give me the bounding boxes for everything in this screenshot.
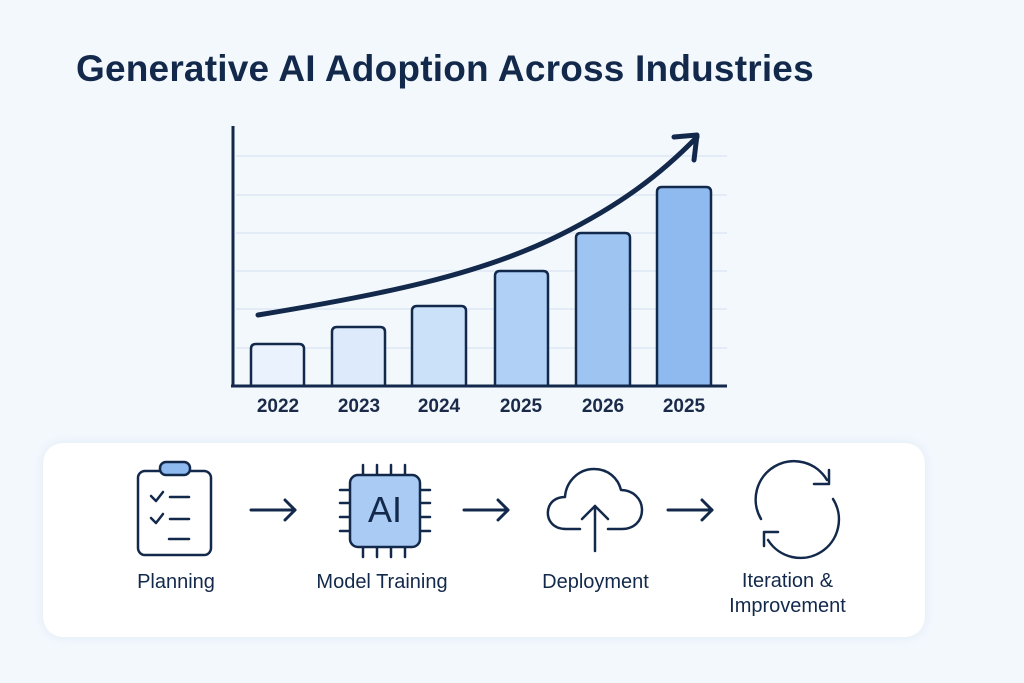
page-title: Generative AI Adoption Across Industries bbox=[76, 48, 814, 89]
ai-chip-icon bbox=[338, 463, 432, 559]
bar-2025b bbox=[655, 185, 713, 388]
step-label-model-training: Model Training bbox=[316, 571, 448, 593]
x-tick-label: 2025 bbox=[662, 396, 706, 417]
arrow-right-icon bbox=[462, 498, 510, 522]
arrow-right-icon bbox=[666, 498, 714, 522]
cloud-upload-icon bbox=[546, 467, 644, 553]
axes bbox=[231, 126, 727, 388]
adoption-bar-chart bbox=[231, 126, 727, 388]
bar-2026 bbox=[574, 231, 632, 388]
step-label-iteration: Iteration & Improvement bbox=[700, 569, 875, 619]
clipboard-checklist-icon bbox=[136, 460, 213, 557]
x-tick-label: 2026 bbox=[581, 396, 625, 417]
arrow-right-icon bbox=[249, 498, 297, 522]
gridlines bbox=[236, 155, 727, 349]
ai-chip-text: AI bbox=[367, 489, 402, 530]
bar-2023 bbox=[330, 325, 387, 388]
bar-2025 bbox=[493, 269, 550, 388]
x-tick-label: 2025 bbox=[499, 396, 543, 417]
x-tick-label: 2023 bbox=[337, 396, 381, 417]
trend-arrow-icon bbox=[255, 132, 700, 318]
step-label-deployment: Deployment bbox=[542, 571, 649, 593]
step-label-iteration-line2: Improvement bbox=[729, 595, 846, 617]
refresh-cycle-icon bbox=[754, 459, 841, 560]
step-label-iteration-line1: Iteration & bbox=[741, 570, 834, 592]
bar-2024 bbox=[410, 304, 468, 388]
x-tick-label: 2022 bbox=[256, 396, 300, 417]
bar-2022 bbox=[249, 342, 306, 388]
step-label-planning: Planning bbox=[137, 571, 215, 593]
bars bbox=[249, 185, 713, 388]
x-tick-label: 2024 bbox=[417, 396, 461, 417]
